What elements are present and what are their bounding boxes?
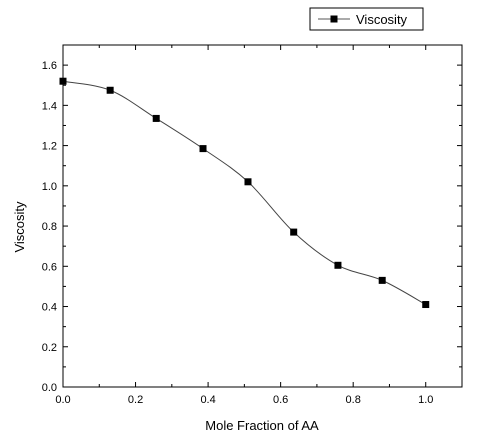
legend-marker bbox=[330, 15, 338, 23]
y-tick-label: 1.0 bbox=[42, 181, 57, 193]
data-point-marker bbox=[59, 77, 67, 85]
data-point-marker bbox=[106, 86, 114, 94]
data-point-marker bbox=[152, 114, 160, 122]
x-tick-label: 0.6 bbox=[273, 394, 288, 406]
x-tick-label: 0.0 bbox=[55, 394, 70, 406]
series-line bbox=[62, 80, 426, 305]
y-axis-label: Viscosity bbox=[12, 201, 27, 253]
y-tick-label: 0.2 bbox=[42, 342, 57, 354]
legend-box bbox=[309, 7, 424, 31]
data-point-marker bbox=[199, 145, 207, 153]
series-layer bbox=[59, 77, 430, 309]
data-point-marker bbox=[422, 301, 430, 309]
plot-axes bbox=[62, 44, 463, 388]
data-point-marker bbox=[290, 228, 298, 236]
y-tick-label: 0.6 bbox=[42, 261, 57, 273]
x-axis-label: Mole Fraction of AA bbox=[205, 418, 319, 433]
x-tick-label: 1.0 bbox=[418, 394, 433, 406]
axis-tick-labels: 0.0 0.2 0.4 0.6 0.8 1.0 0.0 0.2 0.4 0.6 0.8 1.0 1.2 1… bbox=[42, 60, 434, 406]
y-tick-label: 1.2 bbox=[42, 141, 57, 153]
x-tick-label: 0.2 bbox=[128, 394, 143, 406]
y-tick-label: 0.0 bbox=[42, 382, 57, 394]
data-point-marker bbox=[244, 178, 252, 186]
x-tick-label: 0.8 bbox=[346, 394, 361, 406]
y-tick-label: 1.4 bbox=[42, 100, 57, 112]
y-tick-label: 0.8 bbox=[42, 221, 57, 233]
axis-ticks bbox=[62, 44, 463, 388]
y-tick-label: 1.6 bbox=[42, 60, 57, 72]
plot-frame bbox=[62, 44, 463, 388]
legend-label: Viscosity bbox=[356, 12, 408, 27]
legend: Viscosity bbox=[309, 7, 424, 31]
y-tick-label: 0.4 bbox=[42, 302, 57, 314]
x-tick-label: 0.4 bbox=[200, 394, 215, 406]
data-point-marker bbox=[334, 261, 342, 269]
data-point-marker bbox=[378, 276, 386, 284]
